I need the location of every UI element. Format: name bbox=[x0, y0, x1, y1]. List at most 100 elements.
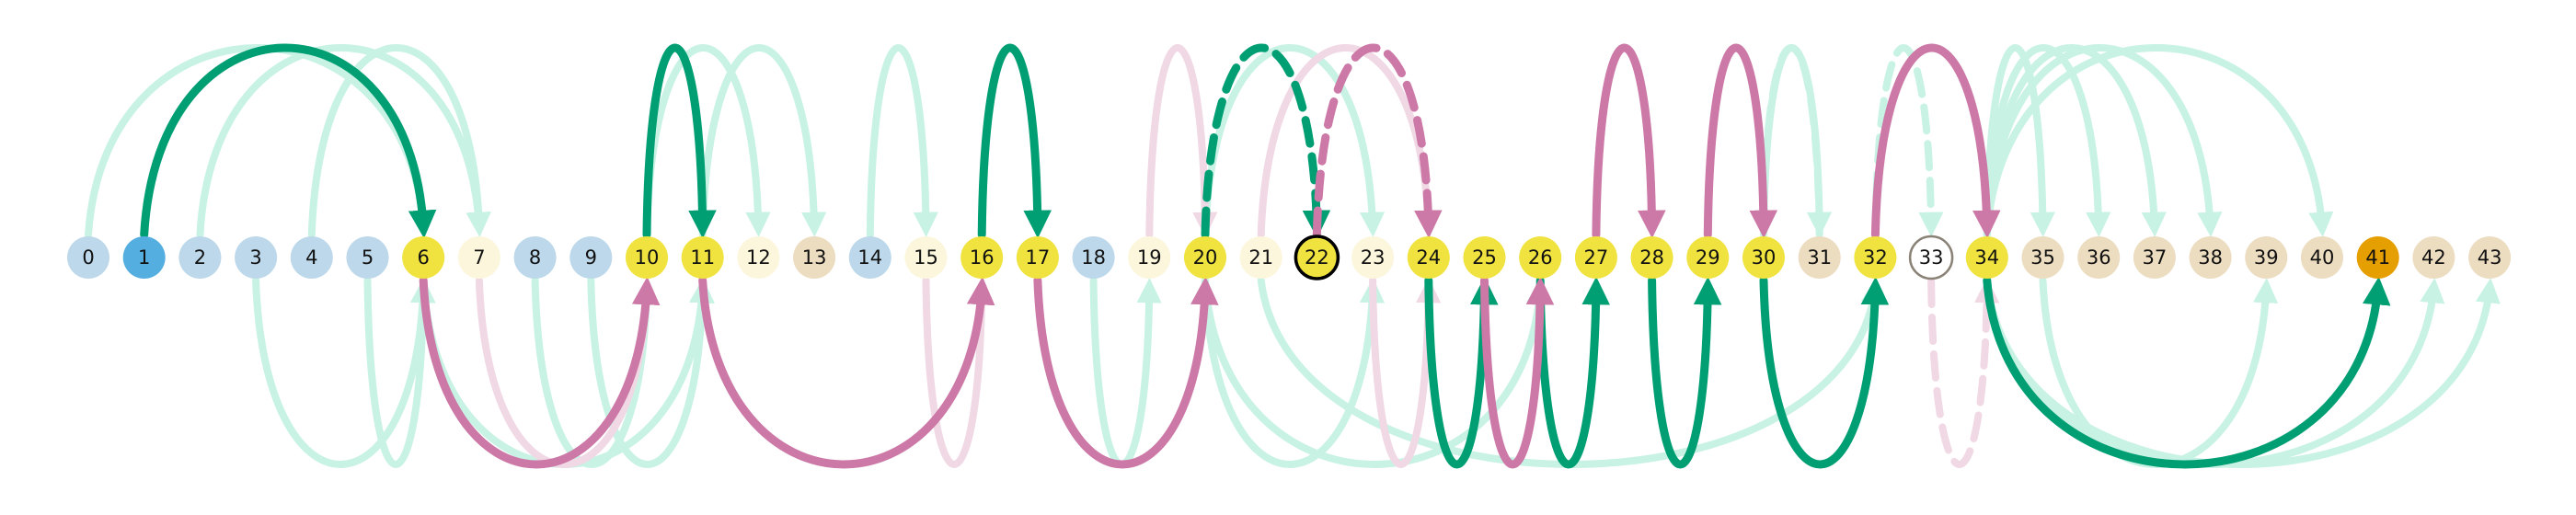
node-label: 37 bbox=[2143, 246, 2168, 269]
arc-26-to-27 bbox=[1535, 276, 1610, 469]
node-3: 3 bbox=[235, 236, 278, 279]
node-circle bbox=[1239, 236, 1282, 279]
arc-14-to-15 bbox=[866, 44, 938, 238]
node-label: 12 bbox=[746, 246, 771, 269]
arc-18-to-19 bbox=[1089, 277, 1162, 468]
node-35: 35 bbox=[2021, 236, 2064, 279]
node-circle bbox=[346, 236, 389, 279]
node-label: 28 bbox=[1639, 246, 1664, 269]
node-21: 21 bbox=[1239, 236, 1282, 279]
arc-0-to-6 bbox=[85, 44, 435, 238]
node-22: 22 bbox=[1294, 235, 1340, 280]
node-circle bbox=[1965, 236, 2008, 279]
node-circle bbox=[235, 236, 278, 279]
arc-3-to-6 bbox=[252, 277, 436, 468]
node-circle bbox=[1351, 236, 1395, 279]
node-circle bbox=[848, 236, 891, 279]
node-label: 0 bbox=[82, 246, 94, 269]
node-circle bbox=[1016, 236, 1059, 279]
arc-24-to-25 bbox=[1424, 276, 1499, 469]
node-label: 38 bbox=[2198, 246, 2223, 269]
arc-11-to-13 bbox=[698, 44, 827, 238]
node-20: 20 bbox=[1184, 236, 1226, 279]
arc-23-to-24 bbox=[1369, 277, 1442, 468]
node-27: 27 bbox=[1574, 236, 1617, 279]
node-30: 30 bbox=[1742, 236, 1785, 279]
node-28: 28 bbox=[1630, 236, 1673, 279]
node-circle bbox=[513, 236, 557, 279]
node-15: 15 bbox=[904, 236, 948, 279]
node-label: 30 bbox=[1752, 246, 1777, 269]
node-label: 29 bbox=[1696, 246, 1720, 269]
node-label: 26 bbox=[1528, 246, 1553, 269]
node-23: 23 bbox=[1351, 236, 1395, 279]
node-label: 20 bbox=[1193, 246, 1218, 269]
node-label: 1 bbox=[138, 246, 150, 269]
arc-11-to-16 bbox=[698, 276, 995, 469]
node-label: 17 bbox=[1026, 246, 1051, 269]
node-18: 18 bbox=[1072, 236, 1115, 279]
node-label: 7 bbox=[473, 246, 485, 269]
arc-2-to-7 bbox=[196, 44, 491, 238]
node-14: 14 bbox=[848, 236, 891, 279]
node-circle bbox=[569, 236, 613, 279]
node-12: 12 bbox=[737, 236, 780, 279]
arc-20-to-23 bbox=[1202, 277, 1386, 468]
node-38: 38 bbox=[2189, 236, 2232, 279]
node-31: 31 bbox=[1798, 236, 1841, 279]
node-label: 13 bbox=[802, 246, 827, 269]
node-circle bbox=[1742, 236, 1785, 279]
arc-29-to-30 bbox=[1703, 43, 1778, 239]
node-label: 11 bbox=[690, 246, 715, 269]
node-label: 19 bbox=[1137, 246, 1162, 269]
node-circle bbox=[1407, 236, 1450, 279]
node-circle bbox=[1630, 236, 1673, 279]
node-circle bbox=[960, 236, 1004, 279]
node-circle bbox=[2077, 236, 2121, 279]
node-circle bbox=[1184, 236, 1226, 279]
node-label: 4 bbox=[305, 246, 317, 269]
node-42: 42 bbox=[2412, 236, 2455, 279]
node-circle bbox=[2133, 236, 2176, 279]
arc-layer bbox=[85, 43, 2501, 469]
arc-33-to-34 bbox=[1927, 277, 2000, 468]
node-circle bbox=[67, 236, 109, 279]
node-label: 27 bbox=[1584, 246, 1609, 269]
arc-30-to-32 bbox=[1759, 276, 1890, 469]
arc-5-to-6 bbox=[363, 277, 436, 468]
node-label: 22 bbox=[1305, 246, 1329, 269]
node-8: 8 bbox=[513, 236, 557, 279]
node-circle bbox=[2356, 236, 2399, 279]
node-circle bbox=[2189, 236, 2232, 279]
arc-25-to-26 bbox=[1480, 276, 1555, 469]
node-label: 9 bbox=[585, 246, 597, 269]
node-circle bbox=[178, 236, 222, 279]
node-36: 36 bbox=[2077, 236, 2121, 279]
arc-6-to-10 bbox=[419, 276, 661, 469]
node-26: 26 bbox=[1519, 236, 1562, 279]
node-label: 3 bbox=[249, 246, 261, 269]
arc-10-to-11 bbox=[642, 43, 717, 239]
node-1: 1 bbox=[122, 236, 166, 279]
node-label: 15 bbox=[914, 246, 938, 269]
node-circle bbox=[457, 236, 500, 279]
node-label: 23 bbox=[1361, 246, 1386, 269]
node-label: 35 bbox=[2030, 246, 2055, 269]
node-label: 21 bbox=[1248, 246, 1273, 269]
node-label: 42 bbox=[2421, 246, 2446, 269]
node-43: 43 bbox=[2468, 236, 2512, 279]
node-label: 34 bbox=[1974, 246, 1999, 269]
arc-32-to-34 bbox=[1870, 43, 2001, 239]
arc-22-to-24 bbox=[1312, 43, 1443, 239]
node-19: 19 bbox=[1128, 236, 1171, 279]
node-circle bbox=[2301, 236, 2343, 279]
node-circle bbox=[1574, 236, 1617, 279]
node-40: 40 bbox=[2301, 236, 2343, 279]
node-circle bbox=[2468, 236, 2512, 279]
arc-34-to-41 bbox=[1983, 276, 2391, 469]
arc-9-to-11 bbox=[587, 277, 715, 468]
node-label: 6 bbox=[418, 246, 430, 269]
node-circle bbox=[1908, 235, 1954, 280]
node-34: 34 bbox=[1965, 236, 2008, 279]
node-label: 14 bbox=[857, 246, 882, 269]
